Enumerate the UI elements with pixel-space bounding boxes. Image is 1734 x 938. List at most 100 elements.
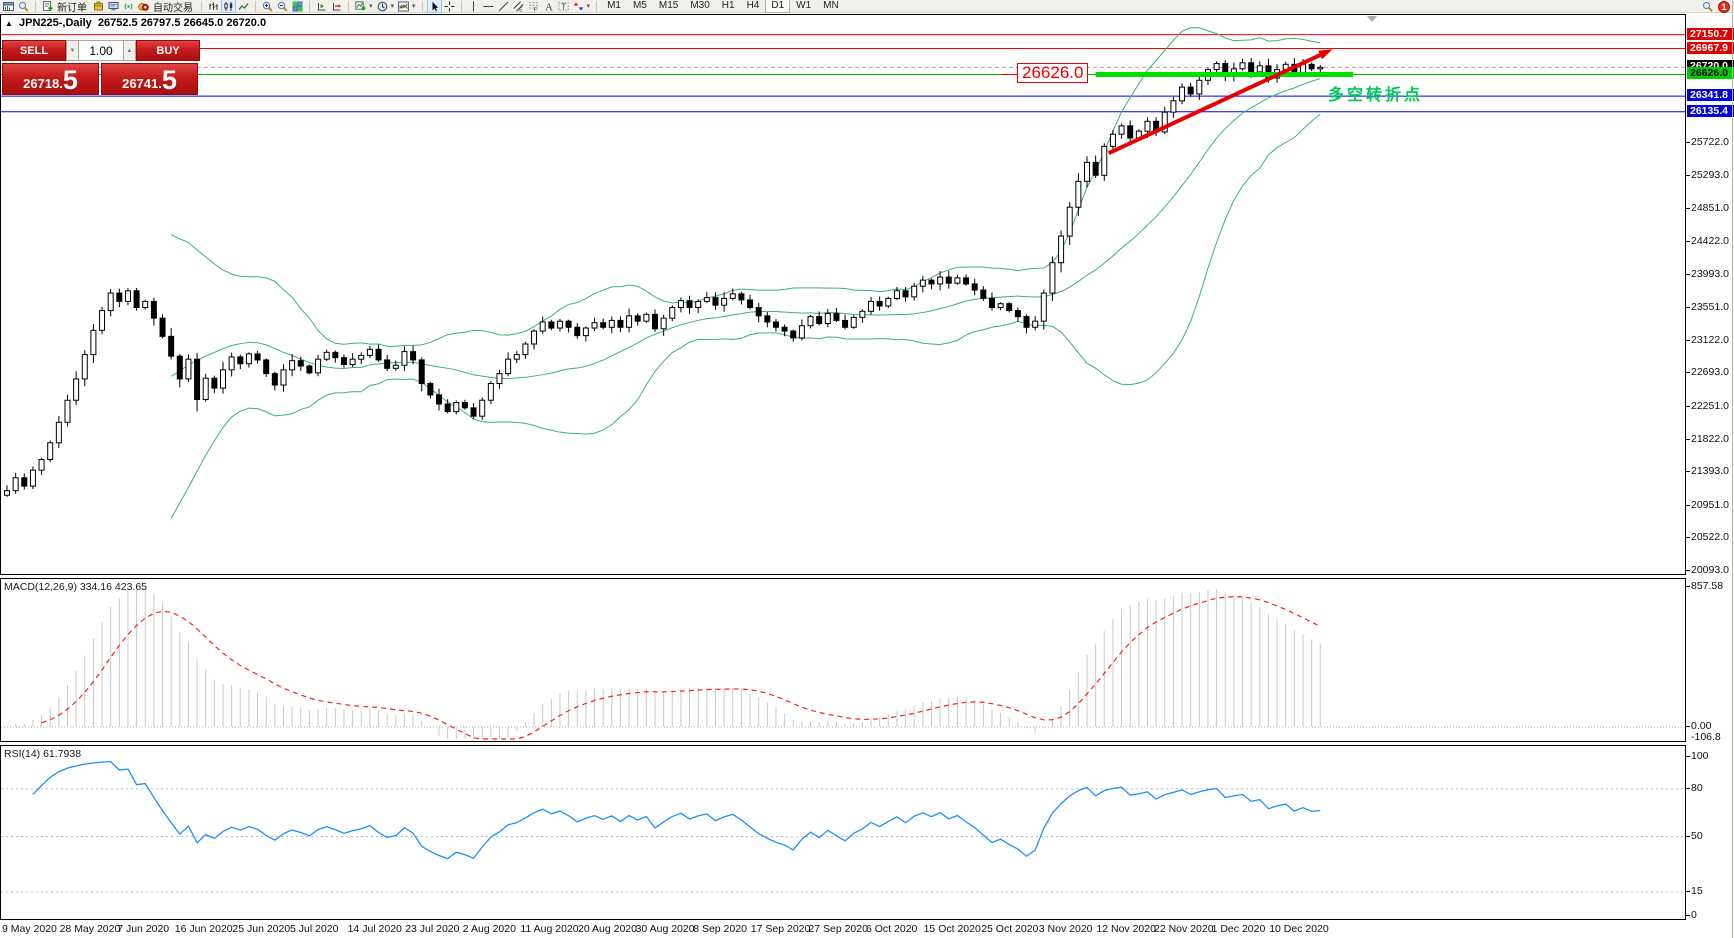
arrows-icon[interactable]	[572, 0, 585, 12]
candle-body	[1256, 65, 1263, 73]
candle-body	[81, 354, 88, 380]
timeframe-button-d1[interactable]: D1	[765, 0, 791, 13]
autotrading-icon[interactable]	[137, 0, 150, 12]
timeframe-button-m30[interactable]: M30	[690, 0, 710, 11]
vline-icon[interactable]	[467, 0, 480, 12]
candle-body	[911, 285, 918, 298]
candle-body	[358, 354, 365, 360]
timeframe-button-mn[interactable]: MN	[823, 0, 839, 11]
candle-body	[99, 310, 106, 331]
market-watch-icon[interactable]	[17, 0, 30, 12]
bar-chart-icon[interactable]	[207, 0, 220, 12]
price-axis-label: 20093.0	[1691, 564, 1729, 576]
timeframe-button-m1[interactable]: M1	[607, 0, 621, 11]
candle-body	[340, 357, 347, 366]
turning-point-annotation[interactable]: 多空转折点	[1328, 87, 1424, 105]
candle-body	[384, 359, 391, 369]
svg-text:T: T	[561, 2, 566, 11]
templates-dropdown-caret[interactable]: ▾	[412, 3, 416, 10]
auto-scroll-icon[interactable]	[315, 0, 328, 12]
volume-decrease-button[interactable]: ▼	[66, 40, 79, 61]
candle-body	[176, 355, 183, 380]
date-label: 17 Sep 2020	[750, 923, 811, 935]
timeframe-button-m5[interactable]: M5	[632, 0, 647, 11]
notification-badge[interactable]: 1	[1718, 0, 1730, 13]
candle-body	[1161, 111, 1168, 133]
rsi-axis-label: 100	[1691, 750, 1709, 762]
volume-input[interactable]	[79, 40, 123, 61]
timeframe-button-h1[interactable]: H1	[721, 0, 735, 11]
channel-icon[interactable]: E	[512, 0, 525, 12]
new-order-icon[interactable]	[41, 0, 54, 12]
indicators-dropdown-caret[interactable]: ▾	[369, 3, 373, 10]
fibonacci-icon[interactable]: F	[527, 0, 540, 12]
text-icon[interactable]: A	[542, 0, 555, 12]
price-badge: 26967.9	[1687, 41, 1734, 54]
candle-body	[116, 292, 123, 302]
candle-body	[254, 353, 261, 361]
sell-button[interactable]: SELL	[2, 40, 66, 61]
candle-body	[496, 373, 503, 385]
price-axis-label: 24422.0	[1691, 234, 1729, 247]
toolbar-separator	[35, 0, 36, 12]
templates-icon[interactable]	[397, 0, 410, 12]
chart-shift-icon[interactable]	[330, 0, 343, 12]
candle-body	[453, 402, 460, 413]
candle-body	[64, 399, 71, 423]
timeframe-button-w1[interactable]: W1	[796, 0, 812, 11]
history-icon[interactable]	[92, 0, 105, 12]
signal-icon[interactable]	[122, 0, 135, 12]
line-chart-icon[interactable]	[237, 0, 250, 12]
price-axis-label: 25293.0	[1691, 168, 1729, 181]
axis-tick-mark	[1686, 835, 1690, 837]
price-axis-label: 25722.0	[1691, 136, 1729, 149]
date-label: 7 Jun 2020	[117, 923, 170, 935]
candle-body	[807, 316, 814, 327]
crosshair-icon[interactable]	[443, 0, 456, 12]
price-axis-label: 22251.0	[1691, 399, 1729, 412]
new-order-label[interactable]: 新订单	[57, 2, 87, 14]
chart-shift-marker[interactable]	[1367, 16, 1377, 22]
candle-body	[392, 364, 399, 369]
candle-body	[721, 297, 728, 306]
buy-price-display[interactable]: 26741. 5	[101, 63, 198, 95]
candle-body	[185, 358, 192, 380]
timeframe-button-h4[interactable]: H4	[746, 0, 760, 11]
price-annotation-box[interactable]: 26626.0	[1017, 63, 1089, 84]
indicators-icon[interactable]	[354, 0, 367, 12]
trendline-icon[interactable]	[497, 0, 510, 12]
candlestick-chart-icon[interactable]	[221, 0, 236, 13]
macd-canvas[interactable]	[1, 579, 1685, 741]
cursor-icon[interactable]	[426, 0, 442, 13]
terminal-icon[interactable]	[107, 0, 120, 12]
rsi-canvas[interactable]	[1, 746, 1685, 919]
search-icon[interactable]	[1701, 1, 1714, 13]
buy-price-small: 26741.	[122, 75, 162, 91]
tile-windows-icon[interactable]	[291, 0, 304, 12]
main-chart-canvas[interactable]	[1, 15, 1685, 574]
periods-icon[interactable]	[376, 0, 389, 12]
date-label: 25 Oct 2020	[981, 923, 1039, 935]
candle-body	[401, 351, 408, 366]
zoom-out-icon[interactable]	[276, 0, 289, 12]
candle-body	[1308, 63, 1315, 70]
arrows-dropdown-caret[interactable]: ▾	[586, 3, 591, 10]
date-label: 1 Dec 2020	[1211, 923, 1266, 935]
candle-body	[436, 394, 442, 405]
buy-button[interactable]: BUY	[136, 40, 200, 61]
periods-dropdown-caret[interactable]: ▾	[390, 3, 395, 10]
main-chart-pane	[0, 14, 1686, 575]
sell-price-display[interactable]: 26718. 5	[2, 63, 99, 95]
candle-body	[859, 310, 866, 318]
candle-body	[349, 358, 356, 366]
hline-icon[interactable]	[482, 0, 495, 12]
zoom-in-icon[interactable]	[261, 0, 274, 12]
label-icon[interactable]: T	[557, 0, 570, 12]
toolbar-right-group: 1	[1701, 0, 1730, 13]
window-icon[interactable]	[2, 0, 15, 12]
candle-body	[928, 279, 935, 285]
volume-increase-button[interactable]: ▲	[123, 40, 136, 61]
timeframe-button-m15[interactable]: M15	[658, 0, 679, 11]
candle-body	[1084, 161, 1090, 182]
autotrading-label[interactable]: 自动交易	[153, 2, 193, 14]
